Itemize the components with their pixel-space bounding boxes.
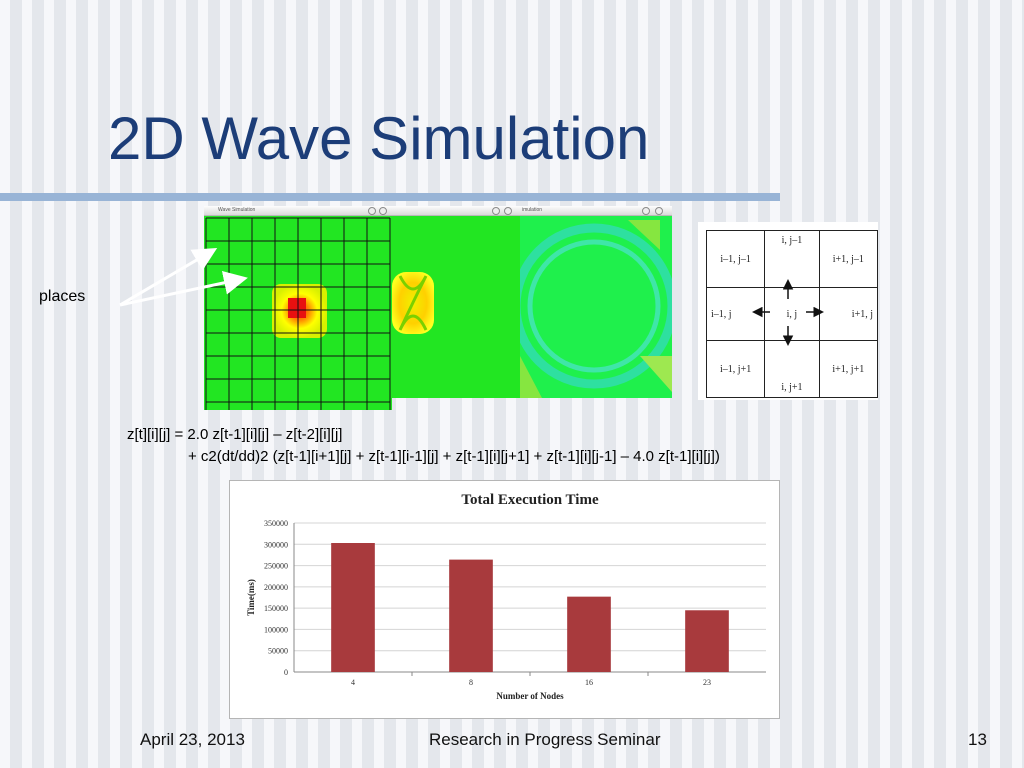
corner-artifact (520, 356, 542, 398)
title-divider (0, 193, 780, 201)
stencil-cell: i+1, j (818, 287, 879, 341)
y-axis-title: Time(ms) (246, 579, 256, 616)
y-tick-label: 150000 (264, 604, 288, 613)
bar (331, 543, 375, 672)
y-tick-label: 0 (284, 668, 288, 677)
inner-ring (527, 239, 661, 373)
simulation-window-grid: Wave Simulation (204, 206, 392, 410)
window-titlebar: Wave Simulation (204, 206, 392, 216)
close-button[interactable] (379, 207, 387, 215)
wave-center (288, 298, 306, 318)
simulation-window-spreading (392, 206, 520, 398)
window-titlebar (392, 206, 520, 216)
stencil-grid: i–1, j–1 i, j–1 i+1, j–1 i–1, j i, j i+1… (705, 230, 879, 398)
window-titlebar: imulation (520, 206, 672, 216)
y-tick-label: 200000 (264, 583, 288, 592)
wave-ridge (398, 275, 428, 331)
stencil-cell: i–1, j–1 (705, 230, 766, 288)
x-tick-label: 8 (469, 678, 473, 687)
minimize-button[interactable] (368, 207, 376, 215)
slide-title: 2D Wave Simulation (108, 105, 650, 172)
x-tick-label: 16 (585, 678, 593, 687)
stencil-cell: i, j–1 (764, 230, 820, 288)
bar (567, 596, 611, 672)
minimize-button[interactable] (642, 207, 650, 215)
close-button[interactable] (504, 207, 512, 215)
page-number: 13 (968, 730, 987, 749)
stencil-cell: i+1, j+1 (818, 340, 879, 398)
y-tick-label: 250000 (264, 562, 288, 571)
chart-title: Total Execution Time (461, 492, 599, 508)
x-tick-label: 4 (351, 678, 355, 687)
window-title: Wave Simulation (218, 207, 256, 213)
bar (685, 610, 729, 672)
y-tick-label: 300000 (264, 540, 288, 549)
simulation-window-late: imulation (520, 206, 672, 398)
spreading-wave-drawing (392, 272, 434, 334)
y-tick-label: 100000 (264, 625, 288, 634)
footer-seminar: Research in Progress Seminar (429, 730, 661, 749)
minimize-button[interactable] (492, 207, 500, 215)
corner-artifact (628, 220, 660, 250)
y-tick-label: 350000 (264, 519, 288, 528)
stencil-cell: i+1, j–1 (818, 230, 879, 288)
equation-line-1: z[t][i][j] = 2.0 z[t-1][i][j] – z[t-2][i… (127, 426, 343, 443)
close-button[interactable] (655, 207, 663, 215)
stencil-cell: i–1, j+1 (705, 340, 766, 398)
bar (449, 559, 493, 672)
late-wave-drawing (520, 216, 672, 398)
stencil-diagram: i–1, j–1 i, j–1 i+1, j–1 i–1, j i, j i+1… (698, 222, 879, 400)
x-axis-title: Number of Nodes (496, 691, 564, 701)
execution-time-chart: Total Execution Time 0 50000 100000 150000 20… (229, 480, 780, 719)
equation-line-2: + c2(dt/dd)2 (z[t-1][i+1][j] + z[t-1][i-… (188, 448, 720, 465)
stencil-arrows (752, 279, 824, 346)
window-title: imulation (522, 207, 543, 213)
chart-canvas: Total Execution Time 0 50000 100000 150000 20… (246, 492, 766, 701)
y-tick-label: 50000 (268, 647, 288, 656)
corner-artifact (640, 356, 672, 392)
outer-ring (520, 223, 672, 389)
x-tick-label: 23 (703, 678, 711, 687)
places-grid-drawing (205, 217, 391, 410)
grid-lines (205, 217, 391, 410)
footer-date: April 23, 2013 (140, 730, 245, 749)
stencil-cell-center: i, j (764, 287, 820, 341)
places-label: places (39, 288, 86, 305)
